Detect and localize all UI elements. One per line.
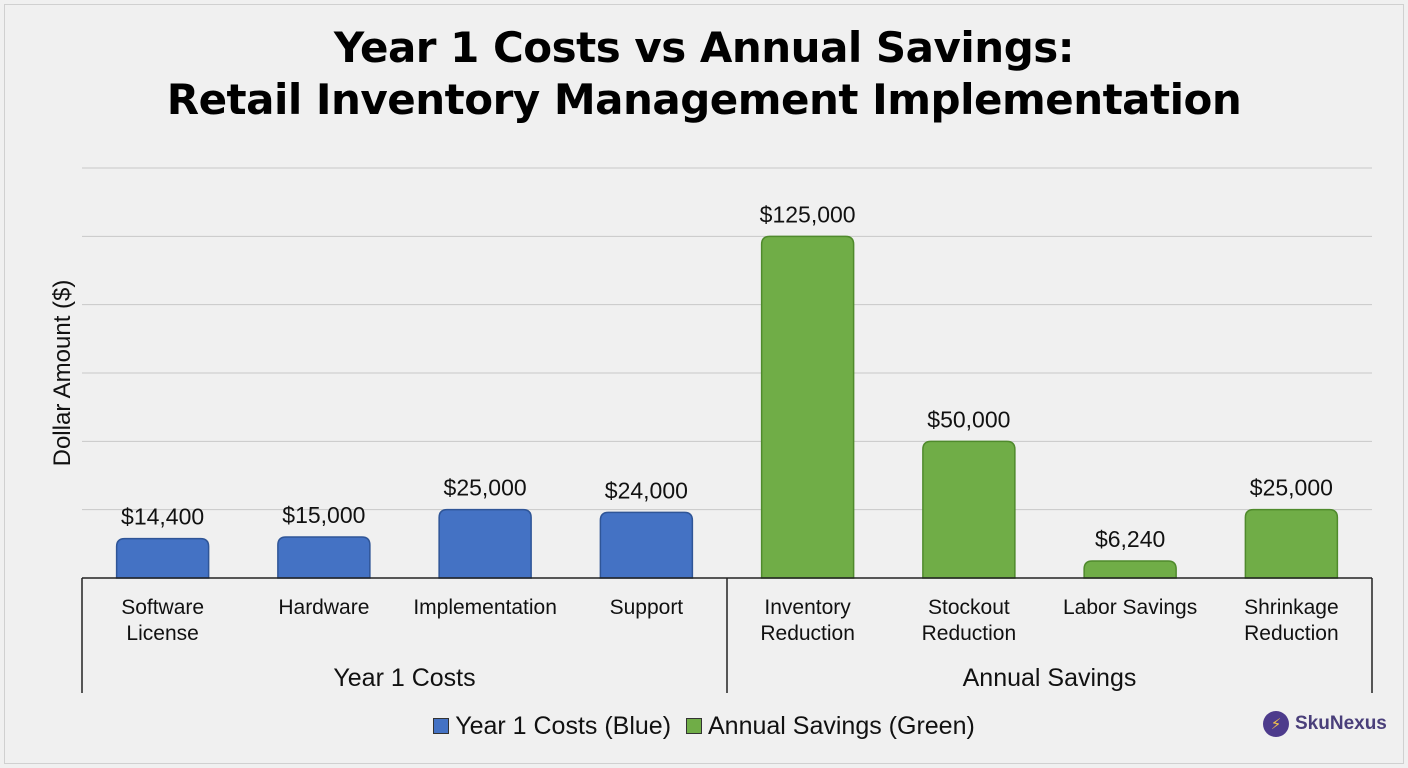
- data-label: $6,240: [1095, 526, 1165, 552]
- title-line-1: Year 1 Costs vs Annual Savings:: [333, 23, 1075, 72]
- category-label: Implementation: [413, 596, 557, 619]
- category-label: License: [126, 622, 198, 645]
- legend-label-savings: Annual Savings (Green): [708, 712, 975, 740]
- data-label: $15,000: [282, 502, 365, 528]
- data-label: $24,000: [605, 477, 688, 503]
- data-label: $25,000: [1250, 475, 1333, 501]
- brand-logo: ⚡ SkuNexus: [1263, 711, 1387, 737]
- category-label: Reduction: [1244, 622, 1339, 645]
- brand-name: SkuNexus: [1295, 713, 1387, 734]
- legend: Year 1 Costs (Blue) Annual Savings (Gree…: [0, 712, 1408, 741]
- legend-item-savings: Annual Savings (Green): [686, 712, 975, 741]
- chart-frame: [4, 4, 1404, 764]
- group-label: Year 1 Costs: [333, 664, 475, 692]
- group-label: Annual Savings: [963, 664, 1137, 692]
- bar: [438, 508, 532, 579]
- data-label: $14,400: [121, 504, 204, 530]
- bar: [115, 537, 210, 579]
- bar: [922, 440, 1016, 579]
- data-label: $25,000: [444, 475, 527, 501]
- title-line-2: Retail Inventory Management Implementati…: [166, 75, 1242, 124]
- bar: [1083, 560, 1177, 579]
- category-label: Shrinkage: [1244, 596, 1339, 619]
- category-label: Reduction: [760, 622, 855, 645]
- chart-title: Year 1 Costs vs Annual Savings: Retail In…: [0, 22, 1408, 126]
- bar: [1244, 508, 1339, 579]
- category-label: Hardware: [278, 596, 369, 619]
- category-label: Stockout: [928, 596, 1010, 619]
- data-label: $125,000: [760, 201, 856, 227]
- y-axis-label: Dollar Amount ($): [49, 280, 76, 467]
- bar: [760, 235, 855, 579]
- bolt-icon: ⚡: [1263, 711, 1289, 737]
- category-label: Software: [121, 596, 204, 619]
- legend-label-costs: Year 1 Costs (Blue): [455, 712, 672, 740]
- category-label: Inventory: [764, 596, 851, 619]
- bar: [599, 511, 694, 579]
- category-label: Support: [610, 596, 684, 619]
- legend-swatch-savings: [686, 718, 702, 734]
- bar: [277, 536, 371, 579]
- category-label: Reduction: [922, 622, 1017, 645]
- data-label: $50,000: [927, 406, 1010, 432]
- legend-swatch-costs: [433, 718, 450, 734]
- category-label: Labor Savings: [1063, 596, 1197, 619]
- legend-item-costs: Year 1 Costs (Blue): [433, 712, 671, 741]
